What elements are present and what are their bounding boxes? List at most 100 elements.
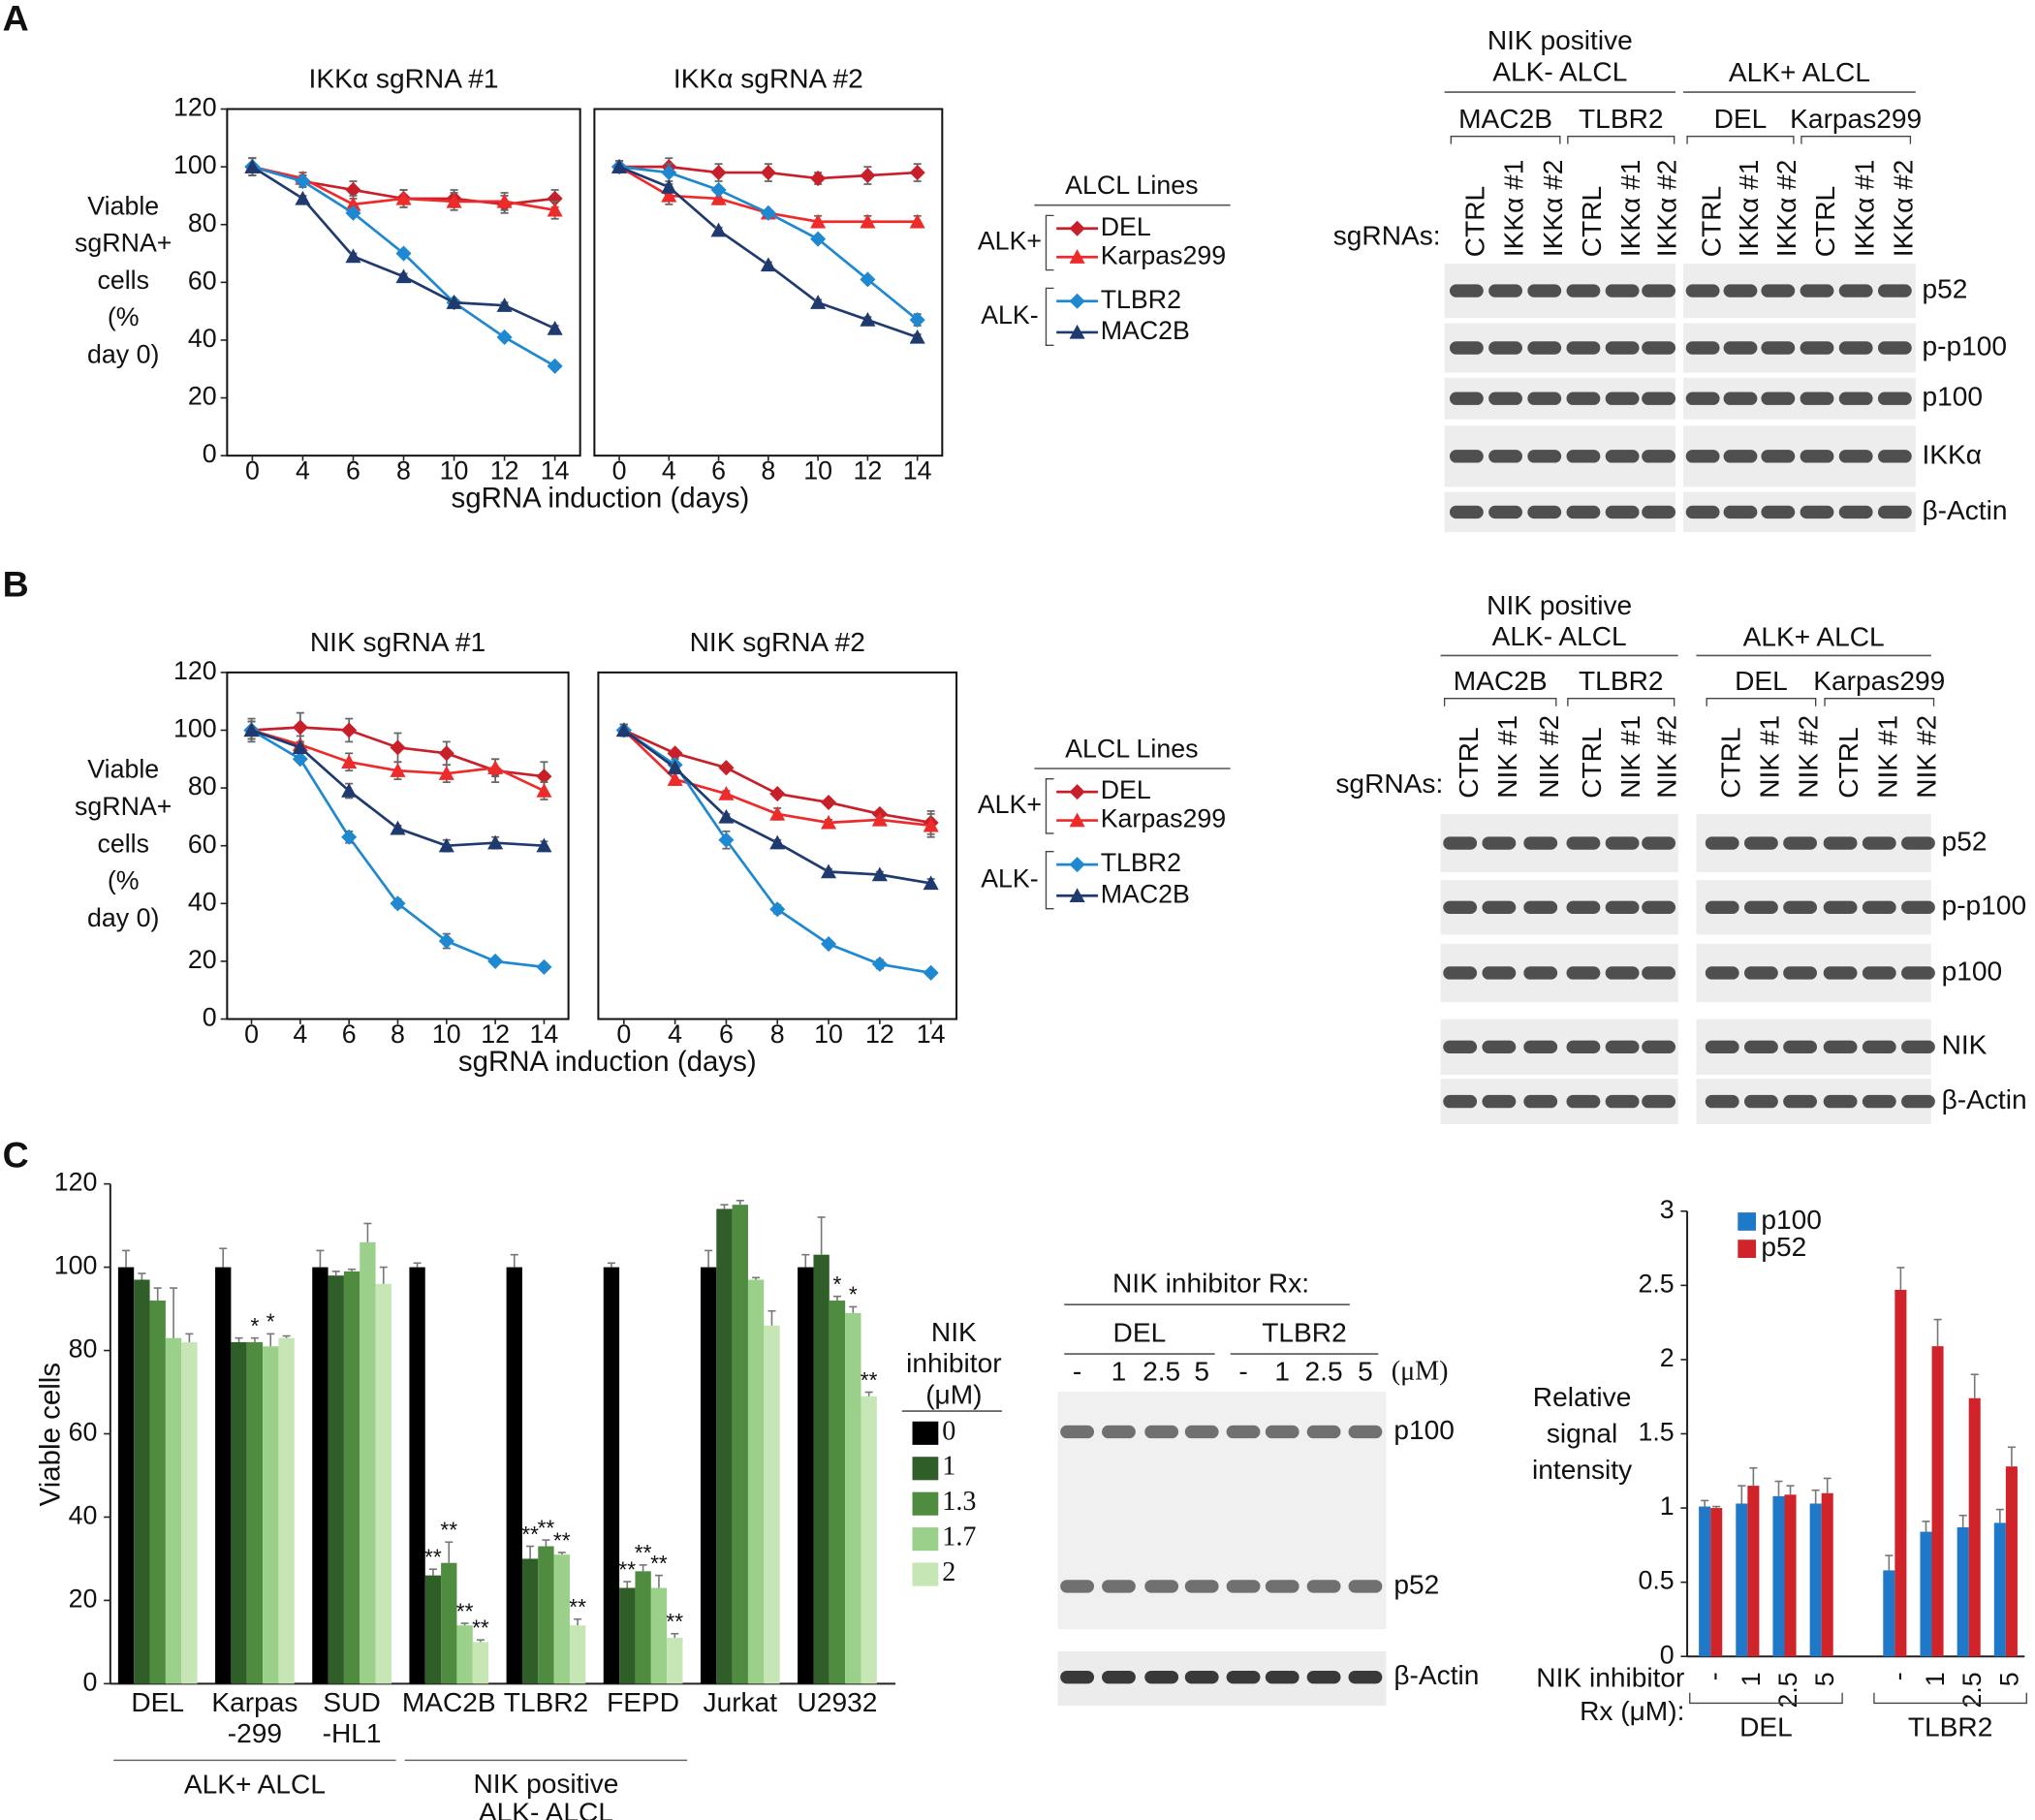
bar bbox=[667, 1638, 683, 1684]
legend-group-label: ALK- bbox=[981, 863, 1039, 893]
blot-lane-label: NIK #2 bbox=[1534, 715, 1564, 799]
x-tick-label: 12 bbox=[854, 456, 883, 486]
data-point bbox=[760, 165, 776, 181]
blot-band bbox=[1800, 341, 1834, 355]
significance-label: ** bbox=[472, 1616, 489, 1641]
bar bbox=[1772, 1495, 1785, 1657]
legend-label: 1.3 bbox=[942, 1487, 976, 1517]
bar bbox=[1993, 1522, 2006, 1657]
y-tick-label: 60 bbox=[69, 1418, 98, 1447]
blot-band bbox=[1800, 505, 1834, 519]
data-point bbox=[821, 863, 837, 879]
blot-row-label: β-Actin bbox=[1393, 1660, 1479, 1690]
bar bbox=[246, 1341, 264, 1684]
bar bbox=[619, 1587, 636, 1684]
blot-band bbox=[1482, 966, 1517, 980]
y-axis-label: Relative signal intensity bbox=[1532, 1382, 1632, 1485]
x-tick-label: 10 bbox=[803, 456, 832, 486]
blot-band bbox=[1685, 392, 1720, 405]
blot-band bbox=[1605, 1040, 1640, 1054]
blot-band bbox=[1449, 341, 1484, 355]
data-point bbox=[923, 875, 939, 891]
bar bbox=[1883, 1570, 1895, 1657]
blot-band bbox=[1226, 1580, 1261, 1593]
bar bbox=[538, 1546, 554, 1684]
blot-band bbox=[1642, 900, 1676, 915]
bar bbox=[215, 1267, 232, 1684]
blot-band bbox=[1306, 1425, 1341, 1439]
y-tick-label: 1.5 bbox=[1638, 1418, 1674, 1447]
data-point bbox=[243, 722, 260, 737]
blot-band bbox=[1443, 1094, 1478, 1109]
significance-label: ** bbox=[618, 1556, 636, 1582]
blot-group-label: ALK+ ALCL bbox=[1729, 57, 1870, 87]
blot-cell-line: Karpas299 bbox=[1813, 666, 1945, 696]
blot-band bbox=[1449, 284, 1484, 298]
data-point bbox=[487, 834, 504, 850]
data-point bbox=[341, 754, 358, 769]
data-point bbox=[438, 837, 454, 853]
data-point bbox=[341, 722, 358, 738]
bar bbox=[472, 1642, 489, 1684]
bar bbox=[2005, 1466, 2018, 1657]
blot-band bbox=[1566, 450, 1601, 463]
blot-row-label: p52 bbox=[1922, 273, 1967, 303]
blot-band bbox=[1144, 1580, 1179, 1593]
blot-band bbox=[1685, 505, 1720, 519]
blot-band bbox=[1265, 1580, 1299, 1593]
blot-band bbox=[1823, 900, 1858, 915]
legend-title: NIK inhibitor (μM) bbox=[906, 1317, 1001, 1409]
data-point bbox=[536, 783, 552, 798]
blot-band bbox=[1783, 1094, 1817, 1109]
blot-row-label: β-Actin bbox=[1942, 1084, 2027, 1114]
legend-label: MAC2B bbox=[1101, 316, 1190, 345]
x-axis-label: sgRNA induction (days) bbox=[458, 1046, 757, 1078]
blot-band bbox=[1901, 836, 1935, 850]
blot-band bbox=[1523, 900, 1558, 915]
bar bbox=[117, 1267, 135, 1684]
bar bbox=[1931, 1346, 1944, 1657]
x-tick-label: - bbox=[1700, 1672, 1729, 1680]
blot-band bbox=[1523, 1040, 1558, 1054]
blot-row-label: p-p100 bbox=[1942, 891, 2027, 921]
blot-band bbox=[1838, 284, 1873, 298]
x-tick-label: 8 bbox=[396, 456, 411, 486]
legend-label: 0 bbox=[942, 1416, 955, 1446]
data-point bbox=[496, 329, 513, 346]
blot-sgrna-label: sgRNAs: bbox=[1335, 769, 1443, 799]
blot-lane-label: NIK #1 bbox=[1872, 715, 1902, 799]
blot-band bbox=[1642, 1094, 1676, 1109]
blot-row-label: β-Actin bbox=[1922, 495, 2007, 525]
data-point bbox=[710, 190, 727, 205]
blot-band bbox=[1566, 836, 1601, 850]
bar bbox=[732, 1205, 748, 1684]
blot-band bbox=[1642, 341, 1676, 355]
data-point bbox=[438, 933, 454, 950]
data-point bbox=[667, 771, 683, 786]
blot-band bbox=[1102, 1670, 1136, 1684]
blot-lane-label: NIK #2 bbox=[1912, 715, 1942, 799]
blot-band bbox=[1761, 505, 1796, 519]
blot-cell-line: MAC2B bbox=[1454, 666, 1548, 696]
y-tick-label: 0 bbox=[83, 1667, 98, 1696]
x-tick-label: SUD -HL1 bbox=[323, 1687, 382, 1748]
blot-band bbox=[1800, 392, 1834, 405]
blot-band bbox=[1527, 392, 1562, 405]
bar bbox=[700, 1267, 717, 1684]
blot-band bbox=[1060, 1670, 1095, 1684]
blot-band bbox=[1482, 1040, 1517, 1054]
blot-band bbox=[1566, 392, 1601, 405]
data-point bbox=[496, 298, 513, 312]
data-point bbox=[547, 320, 563, 335]
blot-band bbox=[1605, 505, 1640, 519]
group-label: ALK+ ALCL bbox=[184, 1770, 326, 1800]
blot-band bbox=[1566, 284, 1601, 298]
legend-label: MAC2B bbox=[1101, 879, 1190, 908]
x-tick-label: 2.5 bbox=[1773, 1672, 1802, 1708]
y-tick-label: 20 bbox=[188, 945, 217, 974]
panel-label: B bbox=[3, 563, 29, 604]
blot-lane-label: NIK #1 bbox=[1615, 715, 1645, 799]
bar bbox=[603, 1267, 620, 1684]
legend-swatch bbox=[912, 1527, 939, 1552]
blot-band bbox=[1488, 284, 1522, 298]
